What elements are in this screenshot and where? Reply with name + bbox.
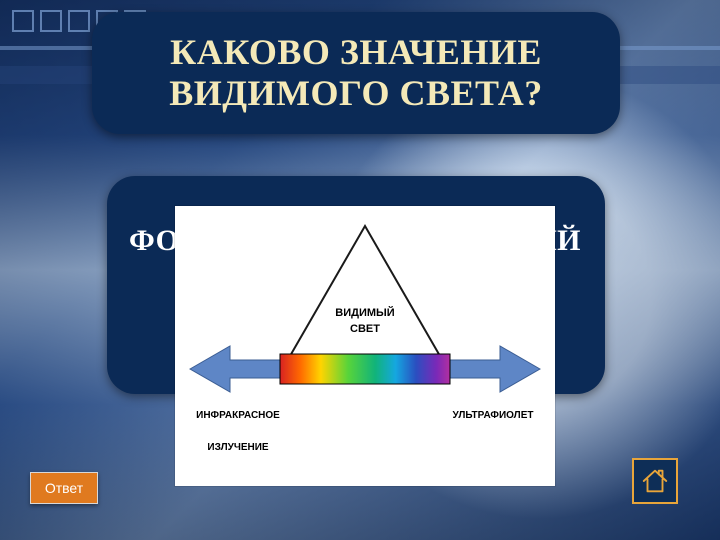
question-text: КАКОВО ЗНАЧЕНИЕ ВИДИМОГО СВЕТА?: [112, 32, 600, 115]
right-label: УЛЬТРАФИОЛЕТ: [453, 410, 534, 421]
spectrum-svg: ВИДИМЫЙ СВЕТ ИНФРАКРАСНОЕ ИЗЛУЧЕНИЕ УЛЬТ…: [175, 206, 555, 486]
triangle-label-bottom: СВЕТ: [350, 323, 380, 335]
answer-text-left: ФО: [129, 224, 179, 258]
slide: КАКОВО ЗНАЧЕНИЕ ВИДИМОГО СВЕТА? ФО ИЙ ВИ…: [0, 0, 720, 540]
right-arrow: [450, 346, 540, 392]
answer-button[interactable]: Ответ: [30, 472, 98, 504]
triangle-label-top: ВИДИМЫЙ: [335, 306, 395, 319]
spectrum-diagram: ВИДИМЫЙ СВЕТ ИНФРАКРАСНОЕ ИЗЛУЧЕНИЕ УЛЬТ…: [175, 206, 555, 486]
home-icon: [640, 466, 670, 496]
answer-button-label: Ответ: [45, 480, 83, 496]
prism-triangle: [290, 226, 440, 356]
home-button[interactable]: [632, 458, 678, 504]
left-arrow: [190, 346, 280, 392]
left-label-top: ИНФРАКРАСНОЕ: [196, 410, 280, 421]
left-label-bottom: ИЗЛУЧЕНИЕ: [207, 442, 269, 453]
spectrum-bar: [280, 354, 450, 384]
question-panel: КАКОВО ЗНАЧЕНИЕ ВИДИМОГО СВЕТА?: [92, 12, 620, 134]
